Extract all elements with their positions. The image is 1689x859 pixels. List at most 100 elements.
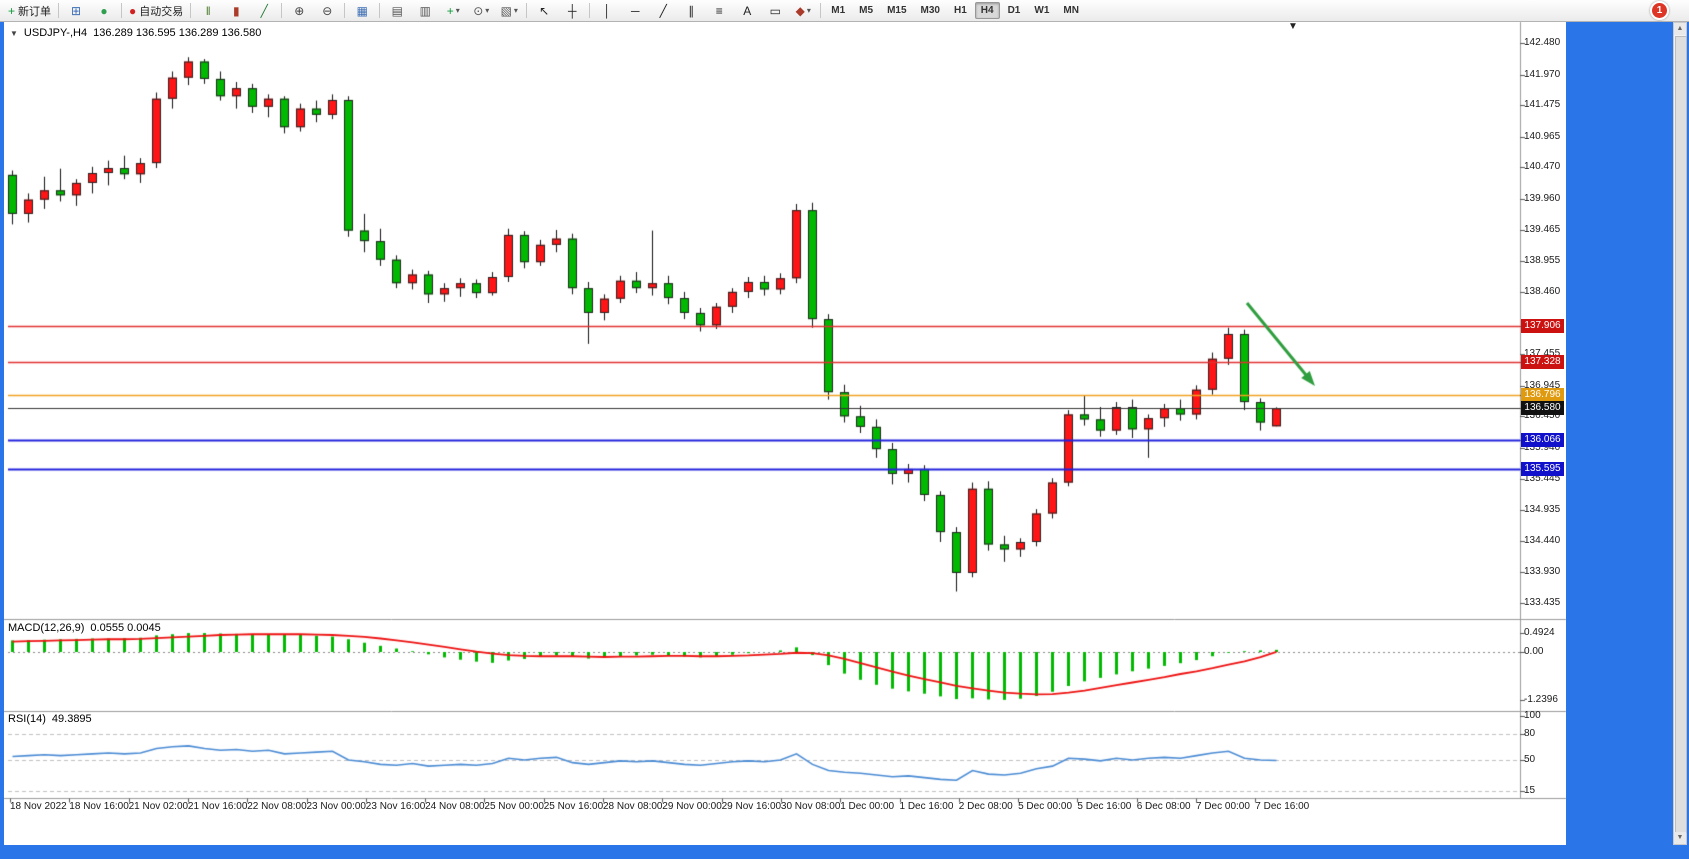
add-indicator-icon: +: [446, 3, 454, 18]
chart-list-button[interactable]: ▤: [384, 1, 410, 21]
price-axis-label: 133.435: [1524, 596, 1561, 608]
rsi-label: RSI(14): [8, 713, 46, 725]
charts-window-button[interactable]: ⊞: [63, 1, 89, 21]
rsi-axis-label: 50: [1524, 754, 1536, 765]
clock-icon: ⊙: [473, 3, 484, 18]
cursor-button[interactable]: ↖: [531, 1, 557, 21]
scroll-up-icon[interactable]: ▲: [1674, 23, 1686, 35]
window-frame-bottom: [0, 845, 1689, 859]
fibonacci-button[interactable]: ≡: [706, 1, 732, 21]
timeframe-m5-button[interactable]: M5: [859, 5, 874, 16]
periods-button[interactable]: ⊙ ▾: [468, 1, 494, 21]
price-axis-label: 133.930: [1524, 566, 1561, 578]
tile-windows-icon: ▦: [356, 3, 368, 18]
candlestick-chart-button[interactable]: ▮: [223, 1, 249, 21]
new-order-button-label: 新订单: [18, 5, 52, 18]
timeframe-mn-button[interactable]: MN: [1063, 5, 1079, 16]
toolbar-separator: [190, 3, 192, 18]
data-window-button[interactable]: ▥: [412, 1, 438, 21]
data-window-icon: ▥: [419, 3, 431, 18]
macd-axis-label: 0.00: [1524, 646, 1544, 657]
time-axis-label: 21 Nov 02:00: [128, 801, 189, 812]
chart-shift-marker[interactable]: ▼: [1288, 21, 1298, 32]
macd-axis-label: -1.2396: [1524, 693, 1558, 705]
timeframe-h4-button[interactable]: H4: [974, 2, 1000, 19]
horizontal-line-button[interactable]: ─: [622, 1, 648, 21]
time-axis-label: 5 Dec 16:00: [1077, 801, 1132, 812]
tile-windows-button[interactable]: ▦: [349, 1, 375, 21]
timeframe-m30-button[interactable]: M30: [920, 5, 940, 16]
channel-icon: ∥: [688, 3, 695, 18]
vertical-line-icon: │: [603, 3, 612, 18]
text-button[interactable]: A: [734, 1, 760, 21]
price-axis-label: 141.475: [1524, 99, 1561, 111]
time-axis-label: 21 Nov 16:00: [187, 801, 248, 812]
text-label-button[interactable]: ▭: [762, 1, 788, 21]
timeframe-d1-button[interactable]: D1: [1007, 5, 1021, 16]
chart-title: ▼ USDJPY-,H4 136.289 136.595 136.289 136…: [10, 27, 261, 39]
price-axis-label: 140.965: [1524, 130, 1561, 142]
profiles-icon: ●: [100, 3, 108, 18]
trendline-button[interactable]: ╱: [650, 1, 676, 21]
time-axis-label: 5 Dec 00:00: [1018, 801, 1073, 812]
scroll-down-icon[interactable]: ▼: [1674, 832, 1686, 844]
zoom-in-icon: ⊕: [294, 3, 305, 18]
timeframe-w1-button[interactable]: W1: [1034, 5, 1050, 16]
scrollbar-thumb[interactable]: [1675, 36, 1687, 833]
macd-axis-label: 0.4924: [1524, 626, 1555, 638]
cursor-arrow-icon: ↖: [539, 3, 550, 18]
shapes-icon: ◆: [795, 3, 805, 18]
price-axis-label: 137.455: [1524, 348, 1561, 360]
price-axis-label: 136.450: [1524, 410, 1561, 422]
dropdown-arrow-icon[interactable]: ▾: [485, 6, 490, 15]
zoom-out-button[interactable]: ⊖: [314, 1, 340, 21]
window-frame-left: [0, 22, 4, 845]
dropdown-arrow-icon[interactable]: ▾: [455, 6, 460, 15]
macd-values: 0.0555 0.0045: [90, 622, 161, 634]
toolbar-separator: [344, 3, 346, 18]
add-indicator-button[interactable]: + ▾: [440, 1, 466, 21]
template-icon: ▧: [500, 3, 512, 18]
price-axis-label: 134.935: [1524, 504, 1561, 516]
timeframe-m1-button[interactable]: M1: [831, 5, 846, 16]
candlesticks-icon: ▮: [232, 3, 240, 18]
chart-collapse-icon[interactable]: ▼: [10, 28, 18, 38]
price-level-tag: 136.796: [1521, 387, 1564, 402]
rsi-axis-label: 15: [1524, 784, 1536, 796]
price-level-tag: 137.328: [1521, 354, 1564, 369]
dropdown-arrow-icon[interactable]: ▾: [513, 6, 518, 15]
zoom-out-icon: ⊖: [322, 3, 333, 18]
time-axis-label: 29 Nov 16:00: [721, 801, 782, 812]
line-chart-button[interactable]: ╱: [251, 1, 277, 21]
price-axis-label: 138.955: [1524, 255, 1561, 267]
price-axis-label: 135.445: [1524, 472, 1561, 484]
bar-chart-button[interactable]: ‖: [195, 1, 221, 21]
profiles-button[interactable]: ●: [91, 1, 117, 21]
notification-badge[interactable]: 1: [1650, 1, 1669, 20]
zoom-in-button[interactable]: ⊕: [286, 1, 312, 21]
vertical-scrollbar[interactable]: ▲ ▼: [1673, 22, 1687, 845]
rsi-value: 49.3895: [51, 713, 92, 725]
time-axis-label: 7 Dec 00:00: [1196, 801, 1250, 812]
window-frame-right: [1566, 22, 1689, 859]
price-axis-label: 139.465: [1524, 223, 1561, 235]
price-level-tag: 137.906: [1521, 319, 1564, 334]
time-axis-label: 29 Nov 00:00: [662, 801, 722, 812]
toolbar-separator: [589, 3, 591, 18]
time-axis-label: 24 Nov 08:00: [425, 801, 485, 812]
dropdown-arrow-icon[interactable]: ▾: [806, 6, 811, 15]
timeframe-m15-button[interactable]: M15: [887, 5, 907, 16]
rsi-axis-label: 80: [1524, 727, 1536, 739]
new-order-button[interactable]: + 新订单: [5, 1, 54, 21]
vertical-line-button[interactable]: │: [594, 1, 620, 21]
crosshair-button[interactable]: ┼: [559, 1, 585, 21]
shapes-button[interactable]: ◆ ▾: [790, 1, 816, 21]
templates-button[interactable]: ▧ ▾: [496, 1, 522, 21]
auto-trading-button[interactable]: ● 自动交易: [126, 1, 186, 21]
time-axis-label: 22 Nov 08:00: [247, 801, 307, 812]
timeframe-h1-button[interactable]: H1: [953, 5, 967, 16]
line-chart-icon: ╱: [260, 3, 268, 18]
equidistant-channel-button[interactable]: ∥: [678, 1, 704, 21]
chart-list-icon: ▤: [391, 3, 403, 18]
